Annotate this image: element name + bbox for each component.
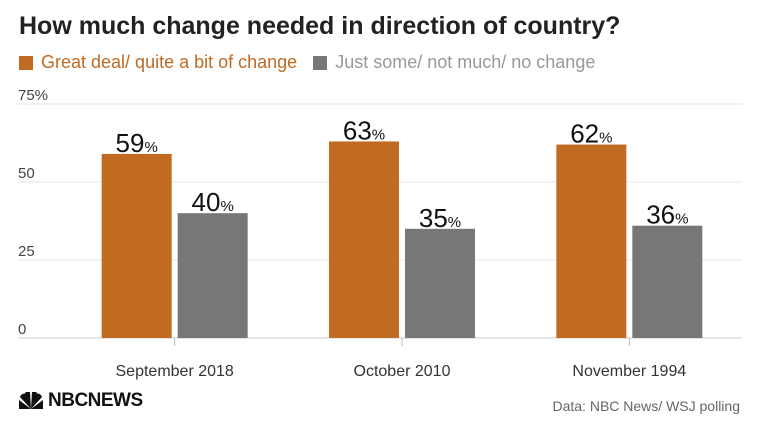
nbc-news-logo: NBCNEWS: [18, 390, 143, 412]
bar: [556, 144, 627, 338]
data-label: 62%: [570, 119, 612, 149]
data-label-suffix: %: [220, 198, 233, 215]
y-tick-label: 25: [18, 243, 35, 260]
legend-label-no-change: Just some/ not much/ no change: [335, 52, 596, 72]
bar: [101, 153, 172, 338]
bar: [632, 225, 703, 338]
data-label-suffix: %: [448, 214, 461, 231]
logo-text: NBCNEWS: [48, 390, 143, 411]
data-label-suffix: %: [372, 126, 385, 143]
y-tick-label: 50: [18, 165, 35, 182]
legend: Great deal/ quite a bit of change Just s…: [19, 52, 611, 73]
bar: [405, 228, 475, 338]
legend-item-change: Great deal/ quite a bit of change: [19, 52, 297, 73]
y-tick-label: 75%: [18, 87, 48, 104]
data-label: 40%: [192, 187, 234, 217]
bar: [177, 213, 248, 338]
x-tick-label: November 1994: [572, 363, 686, 380]
x-tick-label: September 2018: [116, 363, 234, 380]
legend-swatch-orange: [19, 55, 33, 70]
x-tick-label: October 2010: [354, 363, 451, 380]
data-label: 59%: [116, 128, 158, 158]
data-label-suffix: %: [144, 139, 157, 156]
y-tick-label: 0: [18, 321, 26, 338]
chart-title: How much change needed in direction of c…: [19, 12, 621, 40]
data-label-suffix: %: [675, 211, 688, 228]
legend-swatch-gray: [313, 55, 328, 70]
data-label: 36%: [646, 200, 688, 230]
legend-item-no-change: Just some/ not much/ no change: [313, 52, 595, 73]
data-label: 63%: [343, 115, 385, 145]
source-note: Data: NBC News/ WSJ polling: [552, 398, 740, 414]
legend-label-change: Great deal/ quite a bit of change: [41, 52, 298, 72]
data-label: 35%: [419, 203, 461, 233]
bar: [329, 141, 399, 338]
peacock-icon: [19, 392, 43, 409]
data-label-suffix: %: [599, 130, 612, 147]
